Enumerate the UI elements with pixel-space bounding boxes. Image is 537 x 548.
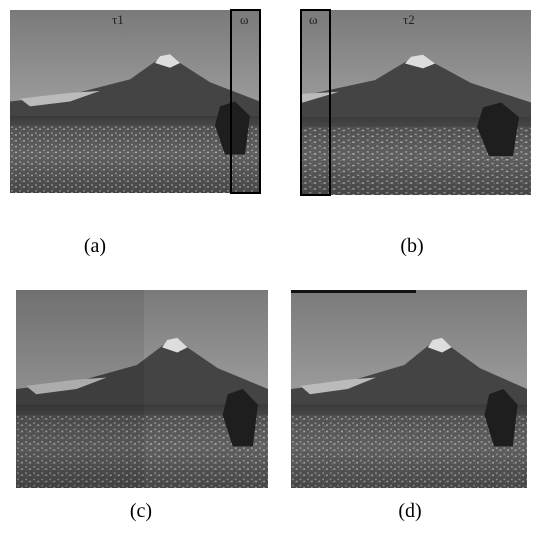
image <box>16 290 268 488</box>
annotation: τ1 <box>112 12 124 27</box>
annotation: ω <box>240 12 249 27</box>
caption: (d) <box>398 500 421 522</box>
image <box>10 10 260 193</box>
caption: (b) <box>400 235 423 257</box>
panel-d: (d) <box>291 290 527 522</box>
annotation: τ2 <box>403 12 415 27</box>
image <box>231 10 531 195</box>
annotation: ω <box>309 12 318 27</box>
panel-a: τ1 ω (a) <box>10 10 260 257</box>
caption: (a) <box>84 235 106 257</box>
caption: (c) <box>130 500 152 522</box>
panel-b: ω τ2 (b) <box>231 10 531 257</box>
image <box>291 290 527 488</box>
panel-c: (c) <box>16 290 268 522</box>
figure: τ1 ω (a) ω τ2 (b) (c) (d) <box>0 0 537 548</box>
